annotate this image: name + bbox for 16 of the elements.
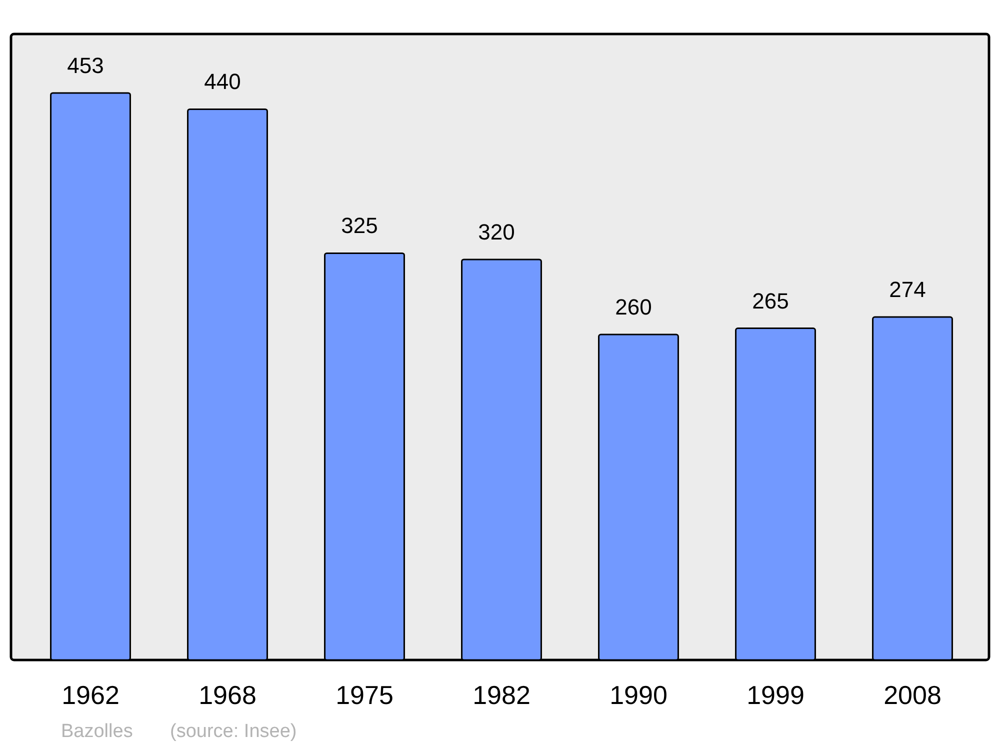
x-tick-label: 1982 bbox=[472, 680, 530, 710]
x-tick-label: 1975 bbox=[336, 680, 394, 710]
data-label: 440 bbox=[204, 69, 241, 94]
x-tick-label: 1999 bbox=[746, 680, 804, 710]
x-tick-label: 1962 bbox=[62, 680, 120, 710]
data-label: 453 bbox=[67, 52, 104, 78]
text: Bazolles bbox=[61, 721, 133, 742]
data-label: 260 bbox=[615, 294, 652, 320]
data-label: 325 bbox=[341, 213, 378, 238]
data-label: 265 bbox=[752, 288, 789, 314]
x-tick-label: 1990 bbox=[610, 680, 668, 710]
data-label: 320 bbox=[478, 219, 515, 244]
x-tick-label: 1968 bbox=[198, 680, 256, 710]
x-tick-label: 2008 bbox=[884, 680, 942, 710]
data-label: 274 bbox=[889, 277, 926, 302]
text: (source: Insee) bbox=[170, 721, 297, 742]
